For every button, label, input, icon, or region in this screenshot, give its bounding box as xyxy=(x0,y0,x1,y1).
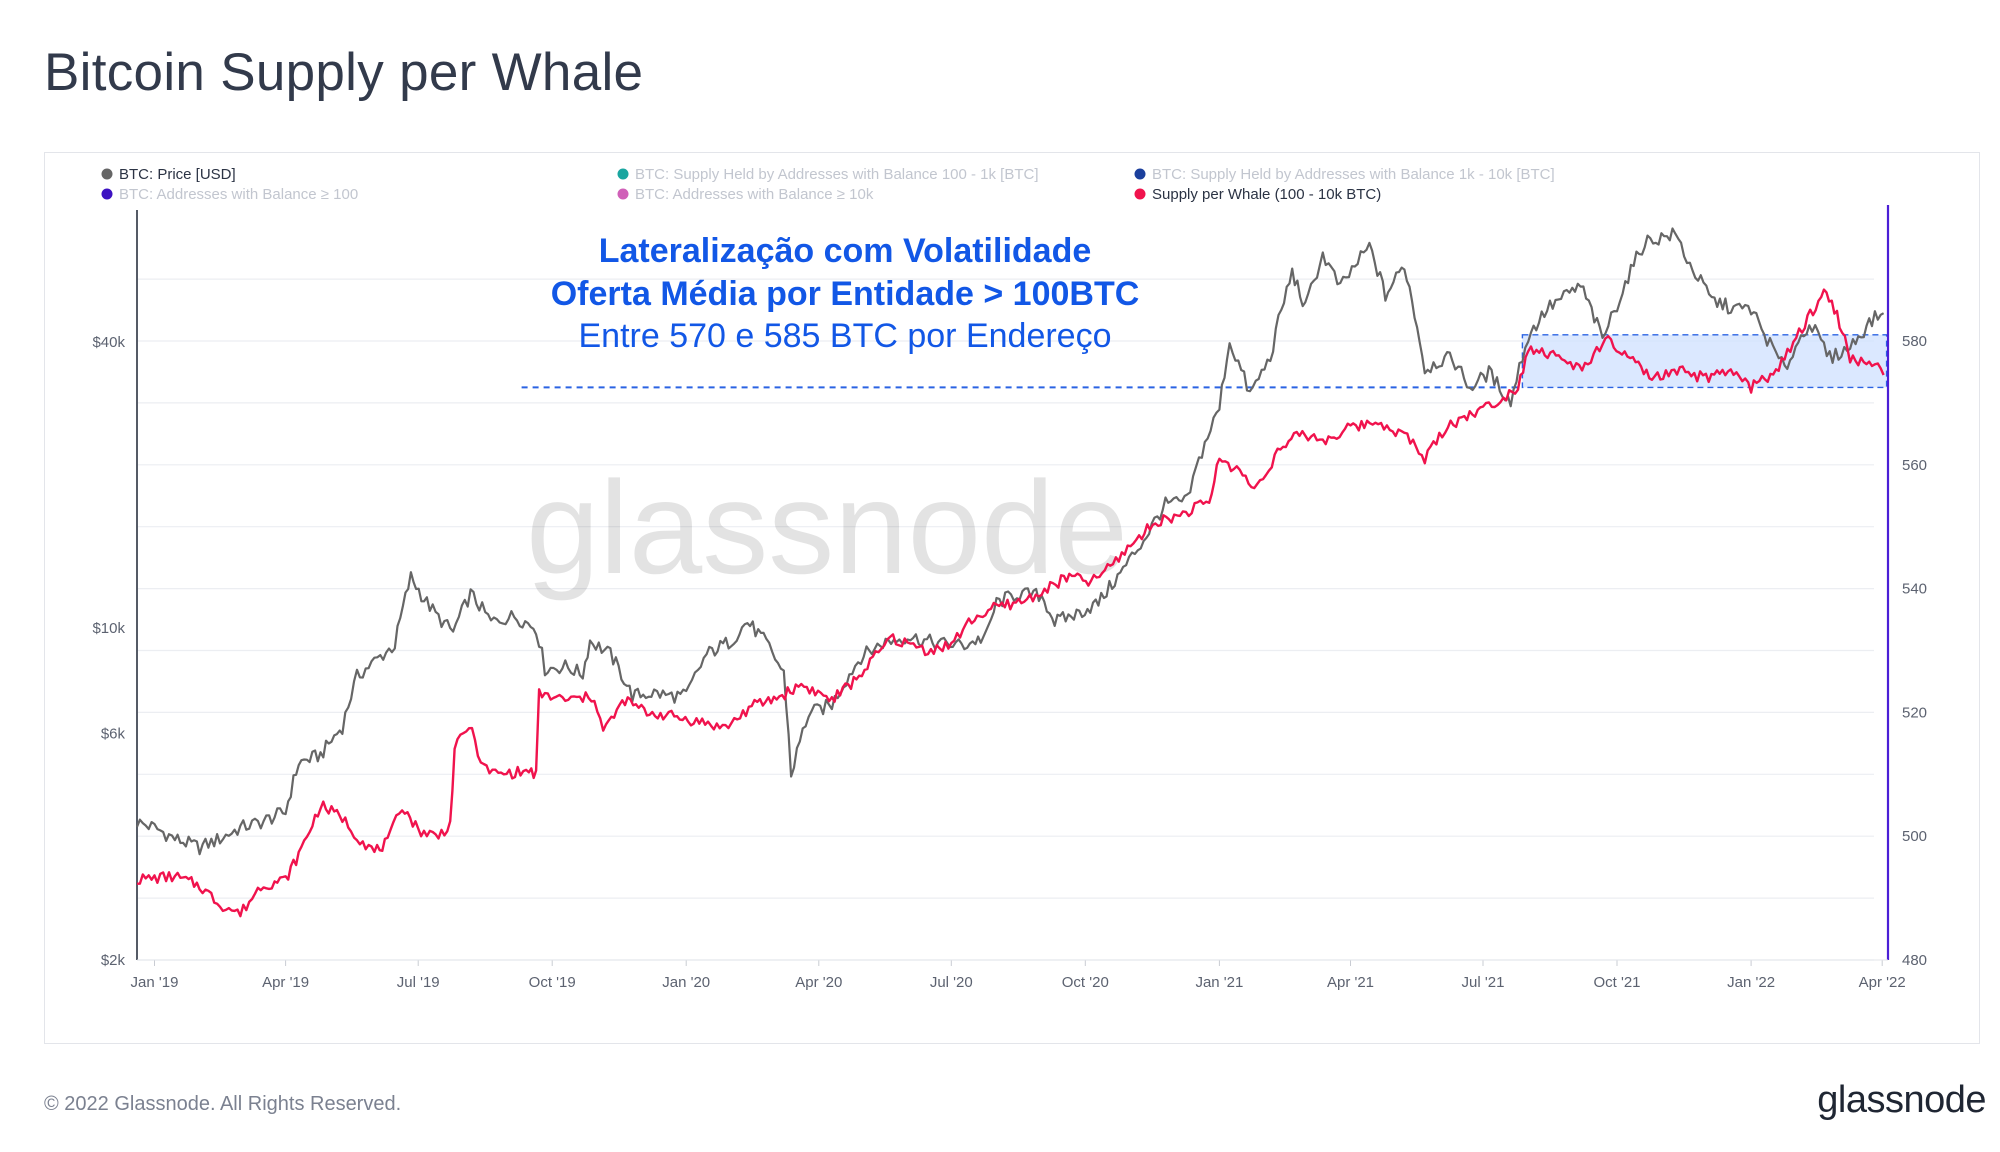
x-tick-label: Jul '19 xyxy=(397,974,440,991)
legend-item[interactable]: BTC: Price [USD] xyxy=(101,166,236,183)
chart-canvas: glassnode $2k $6k $10k $40k 480 500 520 540 560 5… xyxy=(92,166,1927,991)
axes: $2k $6k $10k $40k 480 500 520 540 560 580 Jan '19 A… xyxy=(92,205,1927,991)
right-tick-label: 480 xyxy=(1902,952,1927,969)
left-tick-label: $10k xyxy=(92,620,125,637)
x-tick-label: Oct '20 xyxy=(1062,974,1109,991)
series-lines xyxy=(135,227,1885,918)
highlight-rect xyxy=(1521,334,1888,389)
series-line-btc-price xyxy=(135,227,1885,856)
right-tick-label: 540 xyxy=(1902,581,1927,598)
legend-label: BTC: Supply Held by Addresses with Balan… xyxy=(635,166,1039,183)
legend-swatch-icon xyxy=(617,168,629,180)
annotation-line-1: Lateralização com Volatilidade xyxy=(599,232,1092,270)
left-tick-label: $6k xyxy=(101,725,126,742)
legend-swatch-icon xyxy=(101,168,113,180)
legend-label: BTC: Addresses with Balance ≥ 100 xyxy=(119,186,358,203)
copyright-text: © 2022 Glassnode. All Rights Reserved. xyxy=(44,1093,402,1115)
legend-item[interactable]: Supply per Whale (100 - 10k BTC) xyxy=(1134,186,1382,203)
right-tick-label: 560 xyxy=(1902,457,1927,474)
x-tick-label: Apr '20 xyxy=(795,974,842,991)
legend[interactable]: BTC: Price [USD] BTC: Supply Held by Addr… xyxy=(101,166,1555,203)
x-tick-label: Jul '21 xyxy=(1462,974,1505,991)
legend-item[interactable]: BTC: Addresses with Balance ≥ 100 xyxy=(101,186,359,203)
legend-label: BTC: Price [USD] xyxy=(119,166,236,183)
x-tick-label: Jan '22 xyxy=(1727,974,1775,991)
x-tick-label: Jul '20 xyxy=(930,974,973,991)
legend-swatch-icon xyxy=(1134,168,1146,180)
legend-item[interactable]: BTC: Supply Held by Addresses with Balan… xyxy=(1134,166,1555,183)
right-tick-label: 500 xyxy=(1902,828,1927,845)
chart-panel: glassnode $2k $6k $10k $40k 480 500 520 540 560 5… xyxy=(44,152,1980,1044)
page-title: Bitcoin Supply per Whale xyxy=(44,43,644,102)
left-tick-label: $2k xyxy=(101,952,126,969)
x-tick-label: Jan '20 xyxy=(662,974,710,991)
right-tick-label: 580 xyxy=(1902,333,1927,350)
x-tick-label: Oct '19 xyxy=(529,974,576,991)
right-tick-label: 520 xyxy=(1902,704,1927,721)
x-tick-label: Apr '22 xyxy=(1859,974,1906,991)
legend-item[interactable]: BTC: Supply Held by Addresses with Balan… xyxy=(617,166,1039,183)
brand-logo[interactable]: glassnode xyxy=(1817,1079,1986,1121)
legend-label: Supply per Whale (100 - 10k BTC) xyxy=(1152,186,1381,203)
x-tick-label: Apr '21 xyxy=(1327,974,1374,991)
legend-label: BTC: Supply Held by Addresses with Balan… xyxy=(1152,166,1555,183)
legend-swatch-icon xyxy=(1134,188,1146,200)
x-tick-label: Oct '21 xyxy=(1593,974,1640,991)
x-tick-label: Jan '21 xyxy=(1195,974,1243,991)
annotation-line-2: Oferta Média por Entidade > 100BTC xyxy=(551,275,1140,313)
legend-swatch-icon xyxy=(101,188,113,200)
x-tick-label: Apr '19 xyxy=(262,974,309,991)
legend-item[interactable]: BTC: Addresses with Balance ≥ 10k xyxy=(617,186,874,203)
series-line-supply-per-whale xyxy=(137,288,1885,918)
legend-swatch-icon xyxy=(617,188,629,200)
highlight-band xyxy=(521,334,1888,389)
annotation-block: Lateralização com Volatilidade Oferta Mé… xyxy=(551,232,1140,355)
left-tick-label: $40k xyxy=(92,334,125,351)
legend-label: BTC: Addresses with Balance ≥ 10k xyxy=(635,186,874,203)
x-tick-label: Jan '19 xyxy=(131,974,179,991)
annotation-line-3: Entre 570 e 585 BTC por Endereço xyxy=(579,317,1112,355)
watermark-logo: glassnode xyxy=(526,454,1128,601)
